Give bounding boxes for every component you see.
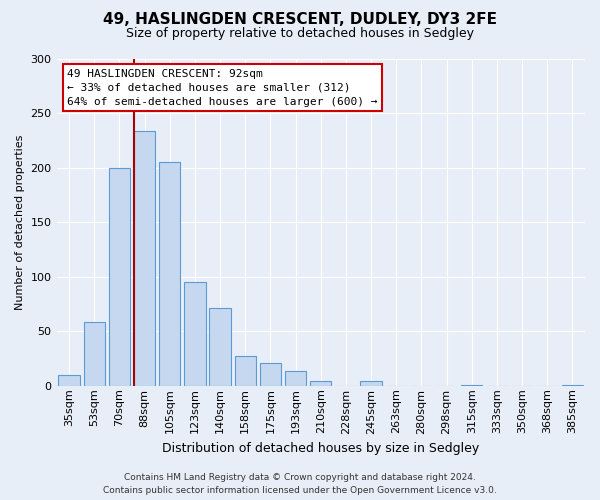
Bar bbox=[285, 370, 307, 386]
Bar bbox=[134, 131, 155, 386]
Bar bbox=[235, 356, 256, 386]
Bar bbox=[361, 382, 382, 386]
Bar bbox=[184, 282, 206, 386]
X-axis label: Distribution of detached houses by size in Sedgley: Distribution of detached houses by size … bbox=[162, 442, 479, 455]
Text: 49, HASLINGDEN CRESCENT, DUDLEY, DY3 2FE: 49, HASLINGDEN CRESCENT, DUDLEY, DY3 2FE bbox=[103, 12, 497, 28]
Bar bbox=[83, 322, 105, 386]
Bar bbox=[58, 375, 80, 386]
Text: Contains HM Land Registry data © Crown copyright and database right 2024.
Contai: Contains HM Land Registry data © Crown c… bbox=[103, 474, 497, 495]
Bar bbox=[159, 162, 181, 386]
Bar bbox=[260, 363, 281, 386]
Text: 49 HASLINGDEN CRESCENT: 92sqm
← 33% of detached houses are smaller (312)
64% of : 49 HASLINGDEN CRESCENT: 92sqm ← 33% of d… bbox=[67, 69, 377, 107]
Bar bbox=[461, 384, 482, 386]
Bar bbox=[209, 308, 231, 386]
Bar bbox=[310, 382, 331, 386]
Y-axis label: Number of detached properties: Number of detached properties bbox=[15, 134, 25, 310]
Text: Size of property relative to detached houses in Sedgley: Size of property relative to detached ho… bbox=[126, 28, 474, 40]
Bar bbox=[109, 168, 130, 386]
Bar bbox=[562, 384, 583, 386]
